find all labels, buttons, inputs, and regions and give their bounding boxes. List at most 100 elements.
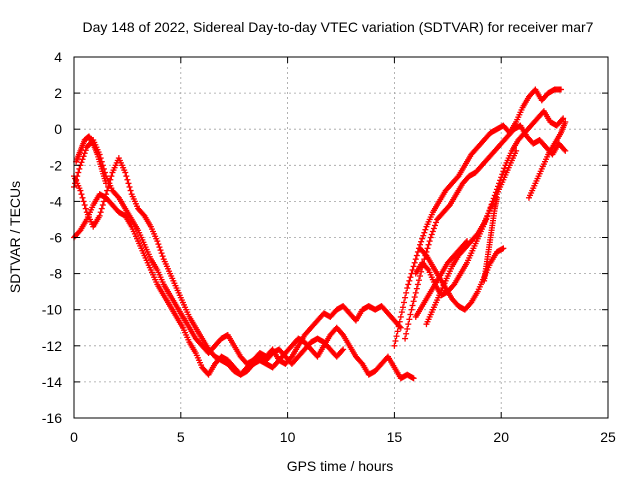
data-point: [493, 194, 500, 201]
data-point: [558, 86, 565, 93]
data-point: [403, 330, 410, 337]
data-point: [104, 187, 111, 194]
data-point: [155, 241, 162, 248]
grid: [74, 57, 608, 418]
data-point: [393, 333, 400, 340]
data-point: [411, 294, 418, 301]
data-point: [340, 346, 347, 353]
data-point: [424, 265, 431, 272]
data-point: [404, 325, 411, 332]
data-point: [398, 309, 405, 316]
data-point: [500, 245, 507, 252]
data-point: [467, 300, 474, 307]
y-tick-label: 0: [54, 121, 62, 137]
data-point: [397, 313, 404, 320]
data-point: [414, 248, 421, 255]
data-point: [409, 302, 416, 309]
data-point: [126, 183, 133, 190]
data-point: [82, 205, 89, 212]
data-point: [410, 298, 417, 305]
series-track-a: [71, 137, 404, 367]
data-point: [415, 277, 422, 284]
data-point: [107, 176, 114, 183]
data-point: [125, 180, 132, 187]
data-point: [412, 289, 419, 296]
data-point: [500, 168, 507, 175]
data-point: [427, 234, 434, 241]
data-point: [358, 359, 365, 366]
data-point: [403, 289, 410, 296]
data-point: [413, 252, 420, 259]
data-point: [394, 328, 401, 335]
series-track-c: [71, 155, 347, 378]
data-point: [157, 247, 164, 254]
data-point: [76, 165, 83, 172]
data-point: [410, 375, 417, 382]
data-point: [80, 153, 87, 160]
data-point: [424, 245, 431, 252]
data-point: [411, 259, 418, 266]
series-track-k: [525, 118, 569, 201]
data-point: [156, 244, 163, 251]
data-point: [429, 228, 436, 235]
data-point: [454, 174, 461, 181]
y-tick-label: 2: [54, 85, 62, 101]
data-point: [431, 222, 438, 229]
chart-title: Day 148 of 2022, Sidereal Day-to-day VTE…: [83, 19, 594, 35]
y-tick-label: -12: [42, 338, 62, 354]
y-tick-label: -10: [42, 302, 62, 318]
x-tick-label: 10: [280, 429, 296, 445]
data-point: [114, 193, 121, 200]
data-point: [105, 183, 112, 190]
data-point: [396, 318, 403, 325]
data-point: [409, 266, 416, 273]
x-tick-label: 0: [70, 429, 78, 445]
data-point: [339, 330, 346, 337]
y-axis-label: SDTVAR / TECUs: [7, 181, 23, 293]
data-point: [561, 146, 568, 153]
data-point: [154, 238, 161, 245]
data-points: [71, 86, 569, 382]
data-point: [99, 202, 106, 209]
data-point: [158, 250, 165, 257]
data-point: [97, 209, 104, 216]
data-point: [559, 116, 566, 123]
y-tick-label: -8: [50, 266, 63, 282]
data-point: [395, 323, 402, 330]
data-point: [98, 205, 105, 212]
data-point: [78, 159, 85, 166]
data-point: [81, 202, 88, 209]
data-point: [123, 173, 130, 180]
data-point: [124, 176, 131, 183]
data-point: [140, 211, 147, 218]
y-tick-label: -2: [50, 157, 63, 173]
data-point: [513, 147, 520, 154]
data-point: [405, 281, 412, 288]
series-track-j: [481, 194, 500, 284]
data-point: [392, 337, 399, 344]
data-point: [433, 219, 440, 226]
axis-ticks: [73, 56, 609, 419]
series-track-g: [417, 245, 507, 313]
x-tick-label: 5: [177, 429, 185, 445]
data-point: [405, 321, 412, 328]
data-point: [78, 191, 85, 198]
x-tick-labels: 0 5 10 15 20 25: [70, 429, 616, 445]
data-point: [100, 198, 107, 205]
data-point: [391, 342, 398, 349]
data-point: [103, 180, 110, 187]
data-point: [421, 229, 428, 236]
series-track-i: [412, 238, 471, 320]
data-point: [75, 169, 82, 176]
data-point: [402, 335, 409, 342]
data-point: [562, 147, 569, 154]
data-point: [445, 203, 452, 210]
data-point: [399, 304, 406, 311]
series-track-l: [73, 133, 110, 187]
y-tick-label: -16: [42, 410, 62, 426]
data-point: [412, 256, 419, 263]
data-point: [404, 285, 411, 292]
data-point: [420, 232, 427, 239]
data-point: [76, 228, 83, 235]
